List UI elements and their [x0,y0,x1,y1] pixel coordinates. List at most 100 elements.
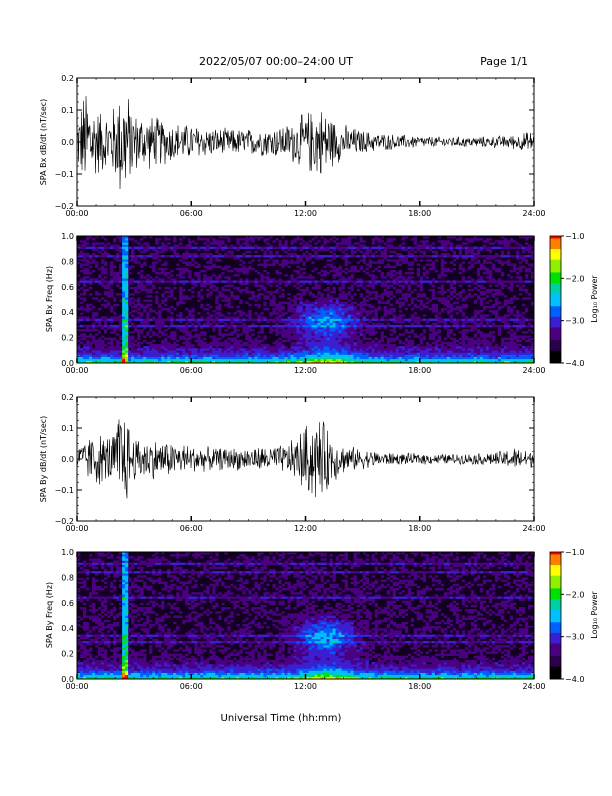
spectrogram-cell [312,306,315,308]
spectrogram-cell [351,314,354,316]
spectrogram-cell [98,355,101,357]
spectrogram-cell [354,302,357,304]
spectrogram-cell [327,350,330,352]
spectrogram-cell [390,357,393,359]
spectrogram-cell [275,289,278,291]
spectrogram-cell [399,310,402,312]
spectrogram-cell [137,242,140,244]
spectrogram-cell [164,348,167,350]
spectrogram-cell [143,325,146,327]
spectrogram-cell [173,331,176,333]
spectrogram-cell [86,261,89,263]
spectrogram-cell [309,306,312,308]
spectrogram-cell [86,325,89,327]
spectrogram-cell [209,314,212,316]
spectrogram-cell [101,346,104,348]
spectrogram-cell [357,247,360,249]
spectrogram-cell [215,257,218,259]
spectrogram-cell [257,348,260,350]
spectrogram-cell [125,278,128,280]
spectrogram-cell [429,247,432,249]
spectrogram-cell [122,257,125,259]
spectrogram-cell [462,329,465,331]
spectrogram-cell [486,314,489,316]
spectrogram-cell [263,295,266,297]
spectrogram-cell [212,247,215,249]
spectrogram-cell [215,352,218,354]
spectrogram-cell [269,264,272,266]
spectrogram-cell [134,344,137,346]
spectrogram-cell [483,348,486,350]
spectrogram-cell [321,325,324,327]
spectrogram-cell [351,344,354,346]
spectrogram-cell [429,325,432,327]
spectrogram-cell [453,308,456,310]
spectrogram-cell [390,266,393,268]
spectrogram-cell [173,357,176,359]
spectrogram-cell [164,352,167,354]
spectrogram-cell [107,346,110,348]
spectrogram-cell [327,325,330,327]
spectrogram-cell [281,321,284,323]
spectrogram-cell [236,350,239,352]
spectrogram-cell [278,308,281,310]
spectrogram-cell [149,255,152,257]
spectrogram-cell [293,357,296,359]
spectrogram-cell [408,289,411,291]
spectrogram-cell [134,257,137,259]
spectrogram-cell [339,325,342,327]
spectrogram-cell [420,348,423,350]
spectrogram-cell [215,242,218,244]
spectrogram-cell [92,352,95,354]
spectrogram-cell [471,257,474,259]
spectrogram-cell [197,352,200,354]
spectrogram-cell [438,321,441,323]
spectrogram-cell [309,342,312,344]
spectrogram-cell [101,259,104,261]
spectrogram-cell [480,335,483,337]
spectrogram-cell [272,300,275,302]
spectrogram-cell [399,321,402,323]
spectrogram-cell [131,352,134,354]
spectrogram-cell [137,348,140,350]
spectrogram-cell [98,325,101,327]
spectrogram-cell [456,306,459,308]
spectrogram-cell [113,280,116,282]
spectrogram-cell [173,350,176,352]
spectrogram-cell [348,276,351,278]
spectrogram-cell [438,325,441,327]
spectrogram-cell [432,255,435,257]
spectrogram-cell [306,302,309,304]
spectrogram-cell [260,293,263,295]
spectrogram-cell [143,285,146,287]
spectrogram-cell [290,329,293,331]
spectrogram-cell [293,302,296,304]
spectrogram-cell [92,338,95,340]
spectrogram-cell [137,287,140,289]
spectrogram-cell [378,306,381,308]
spectrogram-cell [137,280,140,282]
spectrogram-cell [450,304,453,306]
spectrogram-cell [468,352,471,354]
spectrogram-cell [306,314,309,316]
spectrogram-cell [318,255,321,257]
spectrogram-cell [233,274,236,276]
spectrogram-cell [318,350,321,352]
spectrogram-cell [113,355,116,357]
spectrogram-cell [164,333,167,335]
spectrogram-cell [444,342,447,344]
spectrogram-cell [164,287,167,289]
spectrogram-cell [284,259,287,261]
spectrogram-cell [447,325,450,327]
spectrogram-cell [143,257,146,259]
spectrogram-cell [450,355,453,357]
spectrogram-cell [366,325,369,327]
spectrogram-cell [336,331,339,333]
spectrogram-cell [197,342,200,344]
spectrogram-cell [161,293,164,295]
spectrogram-cell [128,280,131,282]
spectrogram-cell [179,321,182,323]
spectrogram-cell [492,242,495,244]
spectrogram-cell [230,247,233,249]
spectrogram-cell [345,264,348,266]
